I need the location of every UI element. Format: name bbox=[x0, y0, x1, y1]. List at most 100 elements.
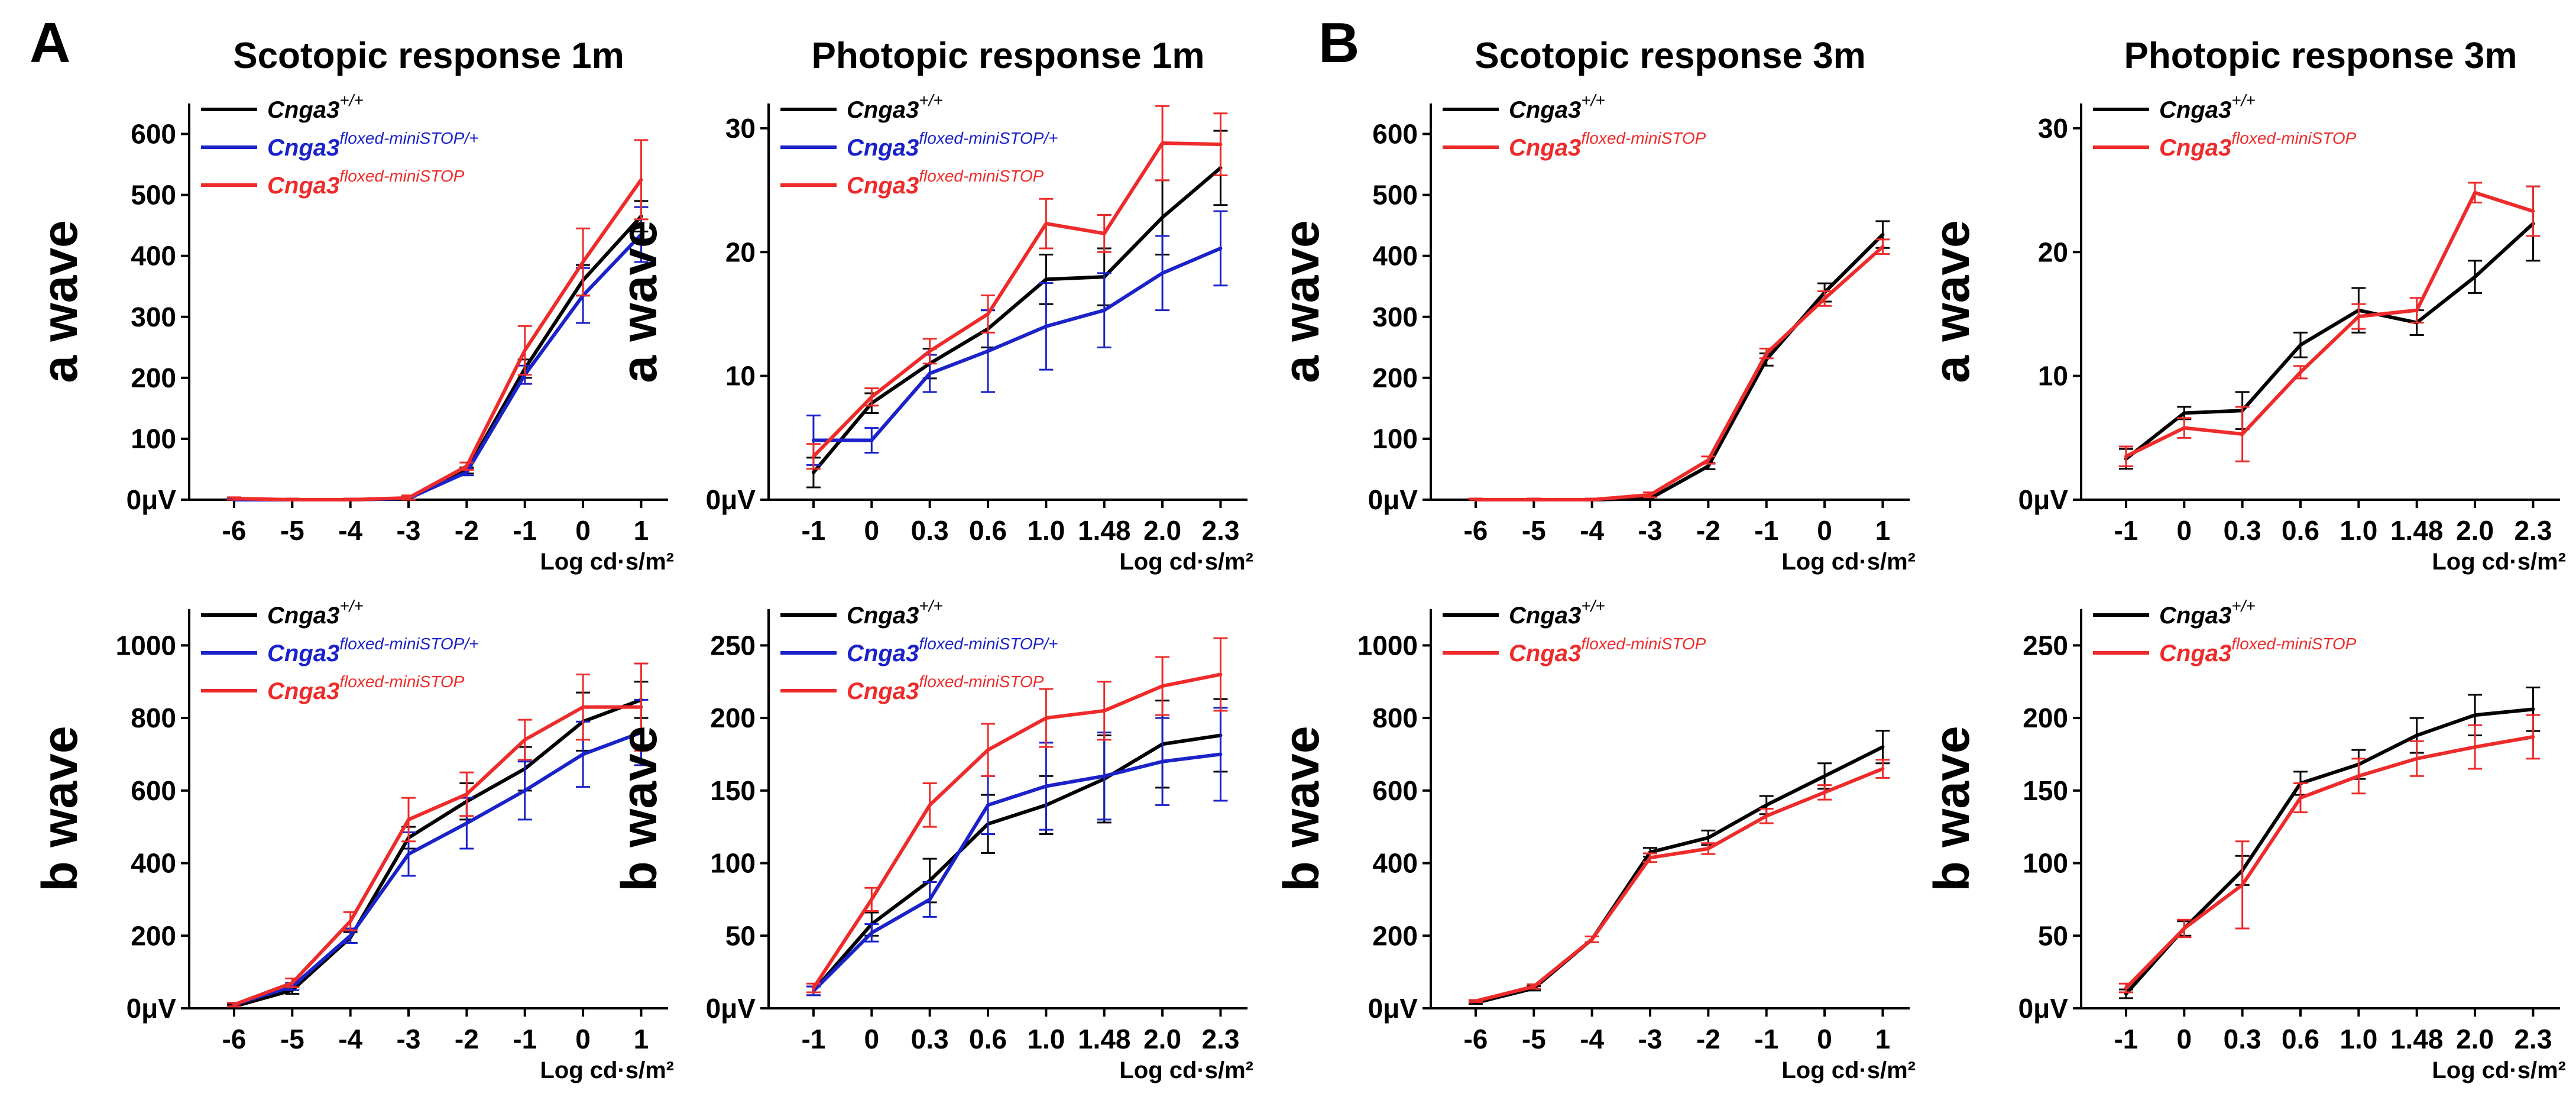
data-point bbox=[2415, 756, 2419, 761]
x-tick-label: 0 bbox=[864, 1024, 879, 1054]
x-tick-label: 2.3 bbox=[2514, 515, 2552, 546]
y-tick-label: 150 bbox=[2023, 775, 2068, 806]
data-point bbox=[1044, 324, 1048, 328]
data-point bbox=[2182, 927, 2186, 930]
x-tick-label: -4 bbox=[1580, 1024, 1604, 1054]
x-axis-label: Log cd·s/m² bbox=[1119, 1057, 1253, 1083]
data-point bbox=[870, 395, 874, 399]
chart-A3: b wave 0μV 200 400 600 800 1000 -6 -5 -4 -3 -2 -1 0 1 L… bbox=[32, 597, 674, 1083]
y-tick-label: 50 bbox=[2038, 920, 2068, 951]
legend-entry: Cnga3floxed-miniSTOP bbox=[2093, 635, 2357, 666]
legend-label: Cnga3floxed-miniSTOP bbox=[2159, 635, 2357, 666]
legend-entry: Cnga3floxed-miniSTOP bbox=[2093, 129, 2357, 161]
data-point bbox=[348, 498, 352, 501]
data-point bbox=[1102, 708, 1106, 713]
y-tick-label: 300 bbox=[1372, 302, 1418, 332]
legend-label: Cnga3floxed-miniSTOP bbox=[847, 672, 1044, 704]
data-point bbox=[348, 934, 352, 938]
x-axis-label: Log cd·s/m² bbox=[2432, 549, 2566, 575]
data-point bbox=[1161, 271, 1165, 275]
x-tick-label: -2 bbox=[1696, 1024, 1720, 1054]
chart-grid: Scotopic response 1ma wave0μV10020030040… bbox=[32, 35, 2566, 1083]
chart-title: Scotopic response 3m bbox=[1475, 35, 1866, 76]
x-tick-label: 1.0 bbox=[1027, 1024, 1065, 1054]
x-tick-label: 0 bbox=[864, 515, 879, 546]
x-tick-label: -4 bbox=[338, 1024, 362, 1054]
x-tick-label: -5 bbox=[280, 515, 304, 546]
legend-entry: Cnga3+/+ bbox=[1443, 91, 1605, 123]
legend-entry: Cnga3floxed-miniSTOP bbox=[201, 167, 465, 199]
series-line bbox=[234, 179, 643, 501]
y-tick-label: 0μV bbox=[706, 993, 756, 1024]
data-point bbox=[523, 737, 527, 742]
series-line bbox=[812, 166, 1222, 474]
x-axis-label: Log cd·s/m² bbox=[1781, 1057, 1916, 1083]
data-point bbox=[811, 986, 815, 990]
x-tick-label: 1.48 bbox=[2390, 1024, 2444, 1054]
legend-entry: Cnga3floxed-miniSTOP/+ bbox=[201, 635, 479, 666]
y-tick-label: 300 bbox=[131, 302, 176, 332]
x-tick-label: 1.0 bbox=[2340, 1024, 2377, 1054]
data-point bbox=[928, 897, 932, 901]
legend-entry: Cnga3floxed-miniSTOP bbox=[780, 672, 1044, 704]
legend-entry: Cnga3floxed-miniSTOP/+ bbox=[201, 129, 479, 161]
y-tick-label: 0μV bbox=[1368, 993, 1418, 1024]
y-tick-label: 0μV bbox=[127, 484, 177, 515]
y-tick-label: 600 bbox=[1372, 119, 1418, 150]
x-tick-label: -1 bbox=[801, 515, 825, 546]
x-tick-label: 1 bbox=[634, 1024, 649, 1054]
data-point bbox=[1161, 759, 1165, 763]
x-tick-label: 1.0 bbox=[2340, 515, 2377, 546]
legend-entry: Cnga3floxed-miniSTOP bbox=[201, 672, 465, 704]
legend-label: Cnga3floxed-miniSTOP bbox=[267, 167, 465, 199]
series-line bbox=[234, 730, 642, 1007]
data-point bbox=[986, 748, 990, 752]
data-point bbox=[1102, 308, 1106, 312]
x-tick-label: 0 bbox=[1817, 515, 1832, 546]
data-point bbox=[1706, 464, 1710, 468]
series-line bbox=[2124, 735, 2533, 989]
data-point bbox=[1764, 351, 1768, 355]
x-tick-label: 2.0 bbox=[1143, 515, 1181, 546]
data-point bbox=[2182, 426, 2186, 430]
data-point bbox=[2240, 883, 2244, 887]
x-tick-label: -3 bbox=[397, 1024, 421, 1054]
y-tick-label: 400 bbox=[131, 848, 176, 879]
data-point bbox=[407, 852, 411, 856]
y-tick-label: 400 bbox=[131, 241, 176, 271]
data-point bbox=[1881, 745, 1885, 749]
x-tick-label: -1 bbox=[513, 515, 537, 546]
data-point bbox=[465, 470, 469, 474]
x-tick-label: 1.48 bbox=[2390, 515, 2444, 546]
y-tick-label: 150 bbox=[710, 775, 756, 806]
data-point bbox=[2124, 986, 2128, 990]
data-point bbox=[870, 438, 874, 442]
chart-title: Photopic response 1m bbox=[812, 35, 1205, 76]
data-point bbox=[232, 496, 236, 500]
x-tick-label: 2.0 bbox=[2456, 1024, 2494, 1054]
legend-label: Cnga3+/+ bbox=[267, 91, 364, 123]
series-floxed-miniSTOP bbox=[2118, 182, 2541, 467]
data-point bbox=[2299, 796, 2303, 800]
y-tick-label: 800 bbox=[1372, 703, 1418, 733]
series-line bbox=[812, 733, 1221, 992]
legend-label: Cnga3floxed-miniSTOP bbox=[1509, 129, 1706, 161]
panel-label-a: A bbox=[30, 11, 70, 75]
data-point bbox=[811, 470, 815, 474]
data-point bbox=[2473, 713, 2477, 717]
x-tick-label: -5 bbox=[280, 1024, 304, 1054]
y-tick-label: 400 bbox=[1372, 848, 1418, 879]
data-point bbox=[928, 803, 932, 807]
data-point bbox=[1823, 296, 1827, 300]
data-point bbox=[811, 454, 815, 458]
x-tick-label: -1 bbox=[1754, 1024, 1778, 1054]
legend-entry: Cnga3+/+ bbox=[2093, 91, 2256, 123]
data-point bbox=[1590, 498, 1594, 501]
x-tick-label: 0 bbox=[575, 1024, 591, 1054]
data-point bbox=[1161, 215, 1165, 219]
x-tick-label: 2.0 bbox=[2456, 515, 2494, 546]
data-point bbox=[523, 788, 527, 792]
series-line bbox=[2124, 707, 2533, 995]
legend-label: Cnga3+/+ bbox=[1509, 597, 1605, 629]
legend-label: Cnga3+/+ bbox=[2159, 597, 2256, 629]
